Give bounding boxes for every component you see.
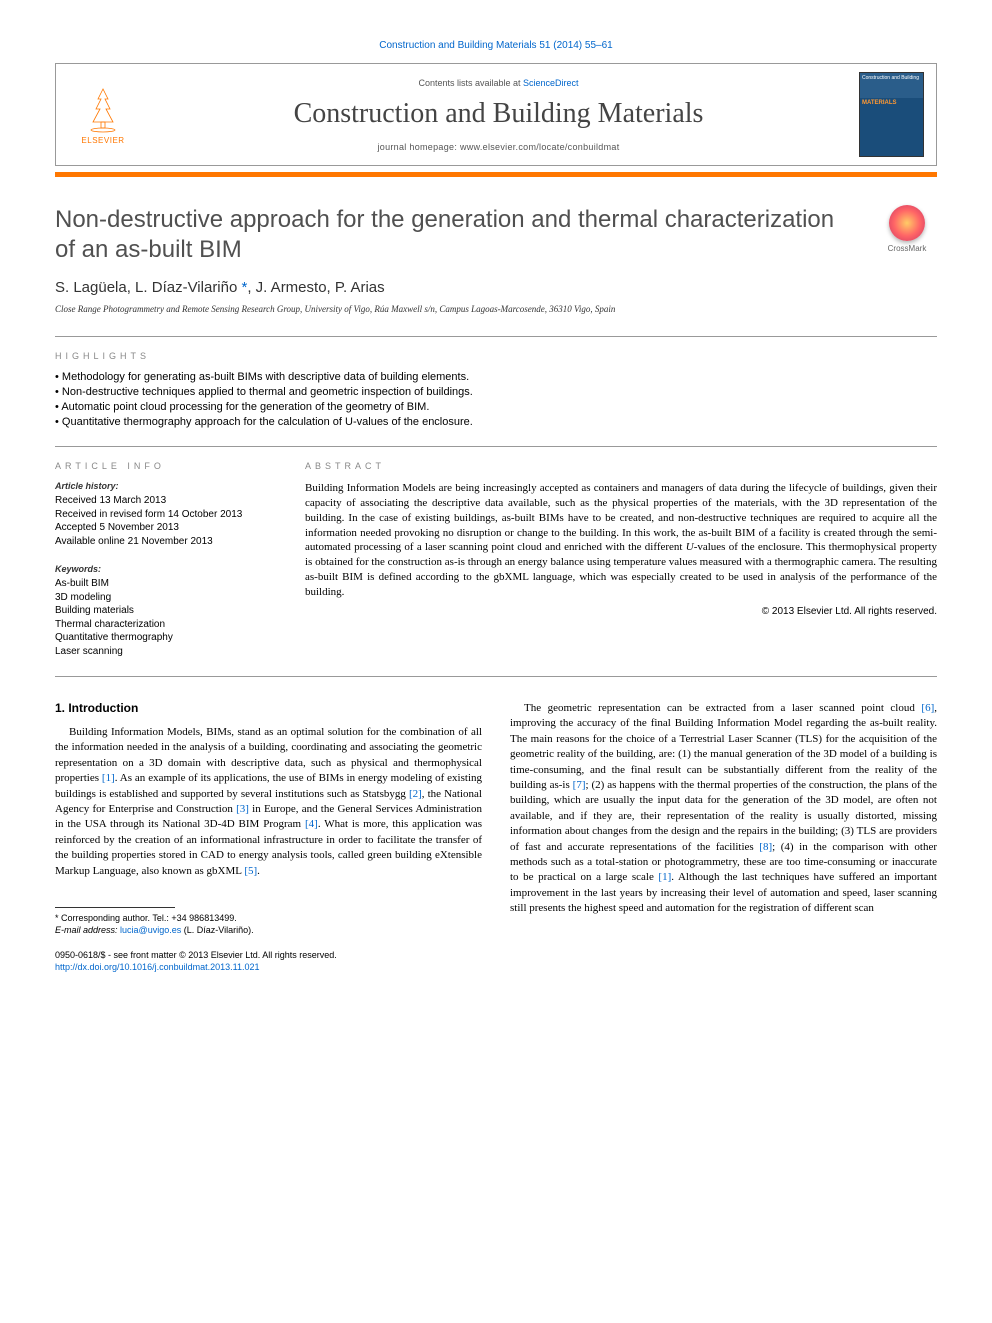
footnote-divider xyxy=(55,907,175,908)
history-received: Received 13 March 2013 xyxy=(55,494,275,508)
body-paragraph: Building Information Models, BIMs, stand… xyxy=(55,725,482,879)
bottom-metadata: 0950-0618/$ - see front matter © 2013 El… xyxy=(55,950,937,973)
elsevier-tree-icon xyxy=(78,84,128,134)
keywords-heading: Keywords: xyxy=(55,564,275,574)
section-heading-intro: 1. Introduction xyxy=(55,701,482,715)
highlight-item: Automatic point cloud processing for the… xyxy=(55,401,937,413)
sciencedirect-link[interactable]: ScienceDirect xyxy=(523,78,579,88)
journal-header: ELSEVIER Contents lists available at Sci… xyxy=(55,63,937,166)
highlight-item: Quantitative thermography approach for t… xyxy=(55,416,937,428)
divider xyxy=(55,676,937,677)
crossmark-badge[interactable]: CrossMark xyxy=(877,205,937,253)
highlights-heading: highlights xyxy=(55,351,937,361)
article-info-heading: article info xyxy=(55,461,275,471)
history-revised: Received in revised form 14 October 2013 xyxy=(55,508,275,522)
highlight-item: Non-destructive techniques applied to th… xyxy=(55,386,937,398)
journal-title: Construction and Building Materials xyxy=(138,98,859,130)
keyword: Quantitative thermography xyxy=(55,631,275,645)
divider xyxy=(55,336,937,337)
keyword: Laser scanning xyxy=(55,645,275,659)
abstract-copyright: © 2013 Elsevier Ltd. All rights reserved… xyxy=(305,606,937,617)
abstract-heading: abstract xyxy=(305,461,937,471)
article-title: Non-destructive approach for the generat… xyxy=(55,205,877,265)
accent-divider xyxy=(55,172,937,177)
journal-homepage: journal homepage: www.elsevier.com/locat… xyxy=(138,142,859,152)
history-accepted: Accepted 5 November 2013 xyxy=(55,521,275,535)
doi-link[interactable]: http://dx.doi.org/10.1016/j.conbuildmat.… xyxy=(55,962,259,972)
affiliation: Close Range Photogrammetry and Remote Se… xyxy=(55,304,937,314)
journal-cover-thumbnail: Construction and Building MATERIALS xyxy=(859,72,924,157)
keyword: Building materials xyxy=(55,604,275,618)
history-heading: Article history: xyxy=(55,481,275,491)
keyword: Thermal characterization xyxy=(55,618,275,632)
history-online: Available online 21 November 2013 xyxy=(55,535,275,549)
contents-available: Contents lists available at ScienceDirec… xyxy=(138,78,859,88)
keyword: As-built BIM xyxy=(55,577,275,591)
highlights-list: Methodology for generating as-built BIMs… xyxy=(55,371,937,428)
crossmark-icon xyxy=(889,205,925,241)
journal-reference: Construction and Building Materials 51 (… xyxy=(55,40,937,51)
corresponding-author-footnote: * Corresponding author. Tel.: +34 986813… xyxy=(55,913,482,936)
abstract-text: Building Information Models are being in… xyxy=(305,481,937,600)
highlight-item: Methodology for generating as-built BIMs… xyxy=(55,371,937,383)
crossmark-label: CrossMark xyxy=(888,244,927,253)
publisher-name: ELSEVIER xyxy=(81,136,124,145)
authors-list: S. Lagüela, L. Díaz-Vilariño *, J. Armes… xyxy=(55,279,937,296)
body-paragraph: The geometric representation can be extr… xyxy=(510,701,937,916)
keyword: 3D modeling xyxy=(55,591,275,605)
publisher-logo: ELSEVIER xyxy=(68,77,138,152)
author-email-link[interactable]: lucia@uvigo.es xyxy=(120,925,181,935)
